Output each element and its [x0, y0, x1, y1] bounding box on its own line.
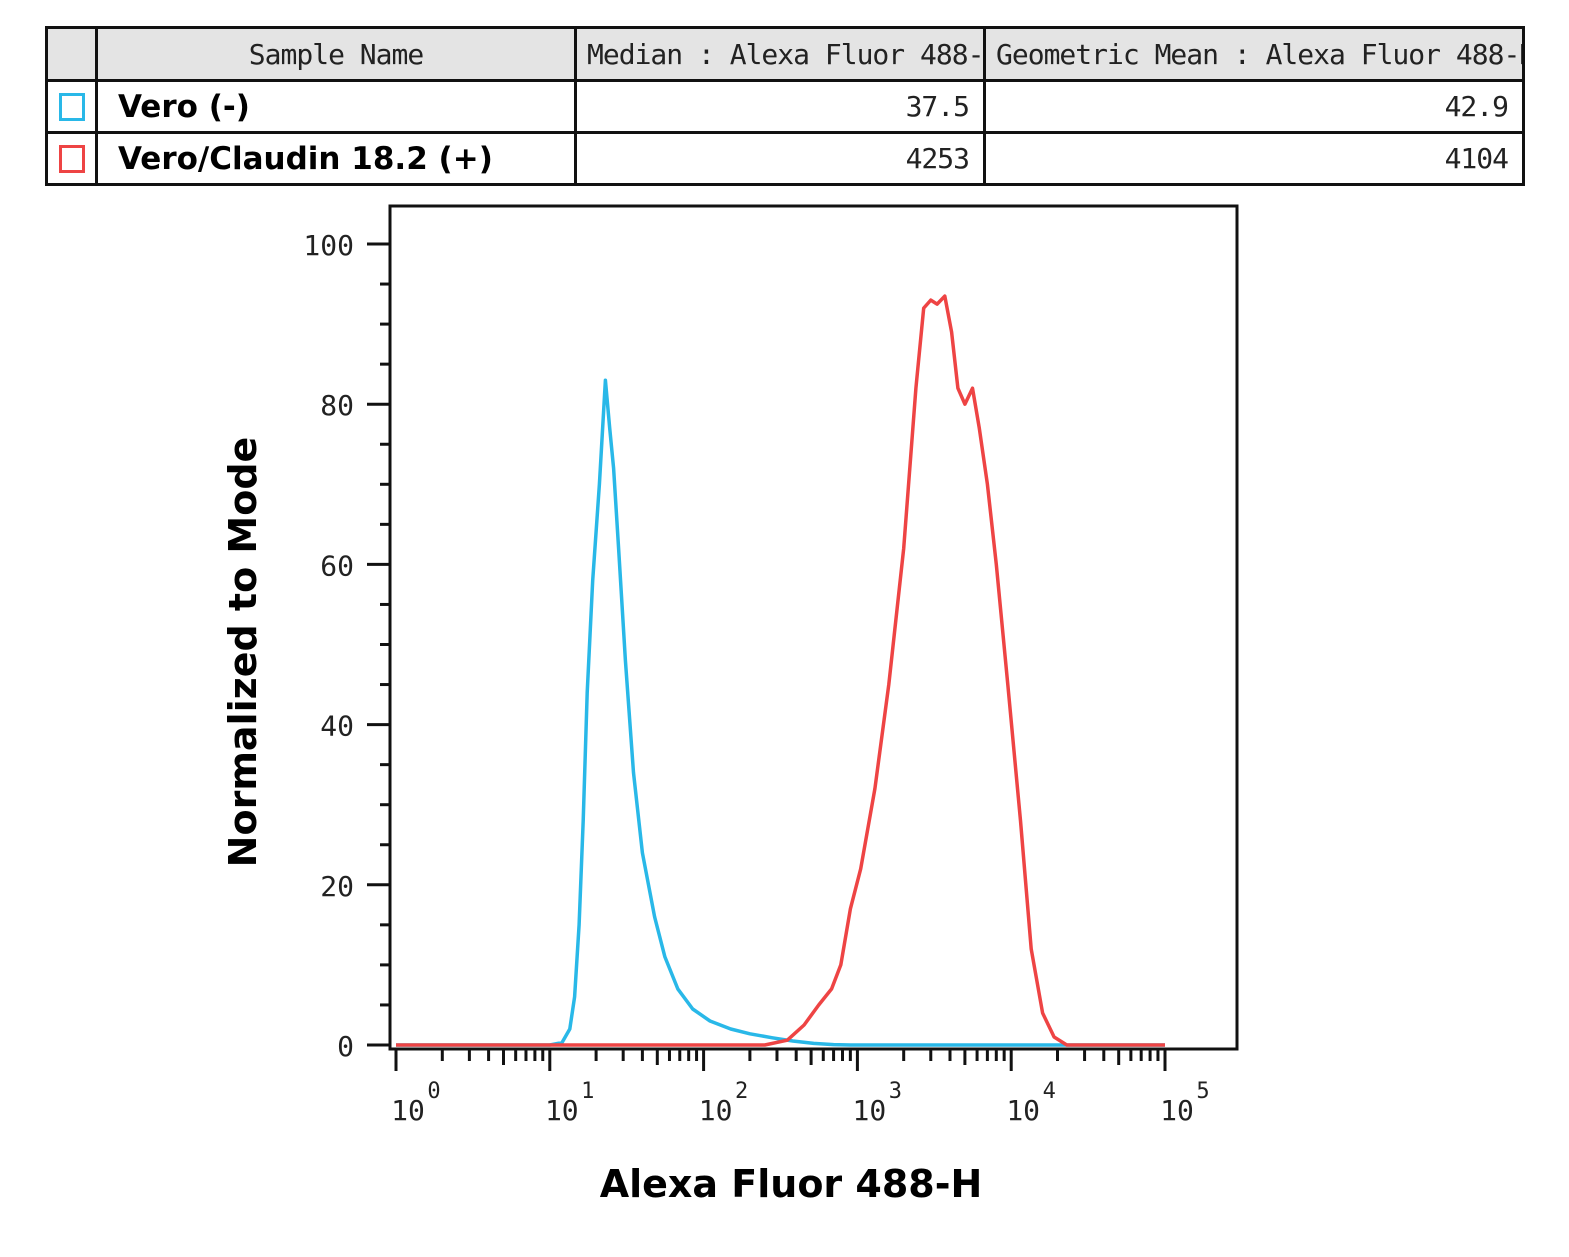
statistics-table: Sample Name Median : Alexa Fluor 488-H G… — [45, 26, 1525, 186]
header-geometric-mean: Geometric Mean : Alexa Fluor 488-H — [983, 26, 1525, 82]
sample-name: Vero (-) — [95, 79, 577, 134]
y-tick-label: 100 — [303, 229, 354, 262]
x-tick-label-base: 10 — [545, 1094, 579, 1127]
table-row[interactable]: Vero (-) 37.5 42.9 — [45, 79, 1525, 134]
x-tick-label-base: 10 — [699, 1094, 733, 1127]
median-value: 37.5 — [574, 79, 986, 134]
swatch-cell — [45, 79, 98, 134]
median-value: 4253 — [574, 131, 986, 186]
x-tick-label-base: 10 — [1160, 1094, 1194, 1127]
y-tick-label: 80 — [320, 389, 354, 422]
series-line-0 — [396, 378, 1165, 1047]
geometric-mean-value: 4104 — [983, 131, 1525, 186]
x-tick-label-exponent: 1 — [581, 1079, 594, 1104]
y-tick-label: 40 — [320, 710, 354, 743]
table-row[interactable]: Vero/Claudin 18.2 (+) 4253 4104 — [45, 131, 1525, 186]
x-tick-label-base: 10 — [391, 1094, 425, 1127]
header-median: Median : Alexa Fluor 488-H — [574, 26, 986, 82]
legend-swatch-claudin — [58, 144, 85, 173]
x-tick-label-exponent: 4 — [1043, 1079, 1056, 1104]
x-tick-label-exponent: 2 — [735, 1079, 748, 1104]
x-tick-label-base: 10 — [1006, 1094, 1040, 1127]
y-tick-label: 60 — [320, 549, 354, 582]
x-tick-label-exponent: 5 — [1196, 1079, 1209, 1104]
table-header-row: Sample Name Median : Alexa Fluor 488-H G… — [45, 26, 1525, 82]
series-line-1 — [396, 294, 1165, 1047]
y-tick-label: 20 — [320, 870, 354, 903]
x-tick-label-base: 10 — [853, 1094, 887, 1127]
y-axis-label: Normalized to Mode — [221, 437, 265, 868]
x-tick-label-exponent: 3 — [889, 1079, 902, 1104]
swatch-cell — [45, 131, 98, 186]
geometric-mean-value: 42.9 — [983, 79, 1525, 134]
sample-name: Vero/Claudin 18.2 (+) — [95, 131, 577, 186]
x-tick-label-exponent: 0 — [427, 1079, 440, 1104]
y-tick-label: 0 — [337, 1030, 354, 1063]
plot-frame — [388, 204, 1239, 1051]
x-axis-label: Alexa Fluor 488-H — [600, 1162, 983, 1206]
header-swatch-cell — [45, 26, 98, 82]
legend-swatch-vero — [58, 92, 85, 121]
header-sample-name: Sample Name — [95, 26, 577, 82]
